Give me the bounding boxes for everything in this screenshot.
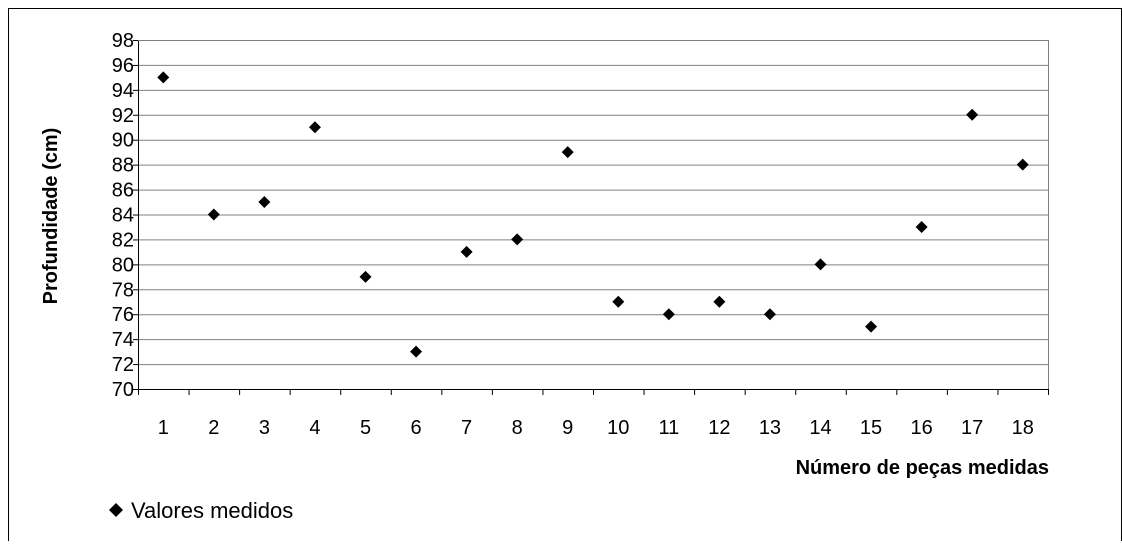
- y-tick-label: 72: [112, 354, 134, 376]
- x-tick-label: 6: [410, 417, 421, 439]
- y-tick-label: 74: [112, 329, 134, 351]
- x-tick-label: 17: [961, 417, 983, 439]
- data-point: [561, 146, 574, 159]
- x-tick-label: 7: [461, 417, 472, 439]
- data-point: [511, 233, 524, 246]
- data-point: [915, 220, 928, 233]
- y-tick-label: 80: [112, 254, 134, 276]
- x-tick-label: 1: [158, 417, 169, 439]
- x-tick-label: 9: [562, 417, 573, 439]
- x-tick-label: 14: [809, 417, 831, 439]
- y-tick-label: 78: [112, 279, 134, 301]
- y-tick-label: 88: [112, 155, 134, 177]
- y-tick-label: 82: [112, 229, 134, 251]
- gridlines: [138, 40, 1048, 366]
- legend-diamond-icon: [109, 503, 123, 517]
- data-point: [713, 295, 726, 308]
- data-point: [763, 308, 776, 321]
- y-axis-title: Profundidade (cm): [40, 128, 62, 305]
- x-tick-label: 5: [360, 417, 371, 439]
- data-point: [460, 245, 473, 258]
- x-tick-labels: 1 2 3 4 5 6 7 8 9 10 11 12 13 14 15 16 17 18: [158, 417, 1034, 439]
- y-tick-label: 98: [112, 30, 134, 52]
- y-tick-label: 90: [112, 130, 134, 152]
- x-axis-title: Número de peças medidas: [796, 457, 1049, 479]
- x-tick-label: 13: [759, 417, 781, 439]
- data-point: [662, 308, 675, 321]
- data-point: [258, 196, 271, 209]
- data-point: [157, 71, 170, 84]
- data-point: [966, 108, 979, 121]
- x-tick-label: 2: [208, 417, 219, 439]
- y-tick-label: 84: [112, 205, 134, 227]
- data-point: [308, 121, 321, 134]
- legend-label: Valores medidos: [131, 498, 293, 523]
- legend: Valores medidos: [109, 498, 293, 523]
- x-tick-label: 4: [309, 417, 320, 439]
- y-tick-label: 86: [112, 180, 134, 202]
- x-tick-label: 12: [708, 417, 730, 439]
- y-tick-label: 94: [112, 80, 134, 102]
- data-point: [814, 258, 827, 271]
- x-tick-label: 8: [512, 417, 523, 439]
- x-tick-label: 16: [910, 417, 932, 439]
- data-point: [207, 208, 220, 221]
- y-tick-label: 76: [112, 304, 134, 326]
- axes: [133, 40, 1049, 395]
- x-tick-label: 15: [860, 417, 882, 439]
- x-tick-label: 11: [658, 417, 679, 439]
- x-tick-label: 10: [607, 417, 629, 439]
- y-tick-label: 96: [112, 55, 134, 77]
- data-point: [410, 345, 423, 358]
- y-tick-label: 92: [112, 105, 134, 127]
- data-points: [157, 71, 1029, 358]
- data-point: [359, 270, 372, 283]
- data-point: [1016, 158, 1029, 171]
- data-point: [612, 295, 625, 308]
- y-tick-label: 70: [112, 379, 134, 401]
- data-point: [865, 320, 878, 333]
- x-tick-label: 18: [1012, 417, 1034, 439]
- x-tick-label: 3: [259, 417, 270, 439]
